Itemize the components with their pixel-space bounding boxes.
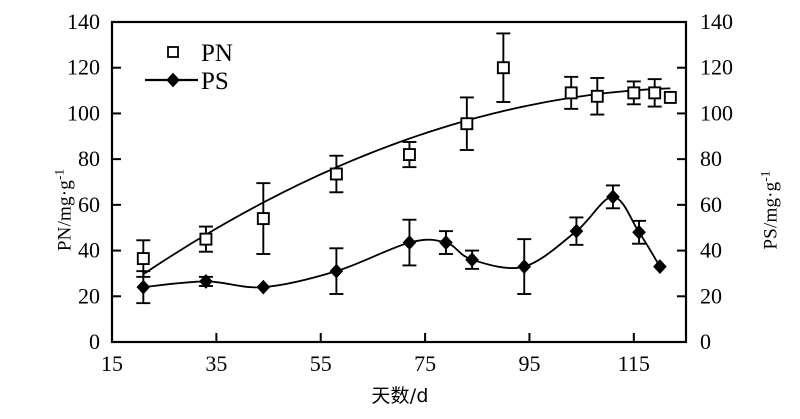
xtick-15: 15 xyxy=(101,351,123,376)
right-ytick-120: 120 xyxy=(700,55,733,80)
left-ytick-40: 40 xyxy=(78,238,100,263)
x-axis-label: 天数/d xyxy=(371,385,429,407)
left-axis-label-text: PN/mg·g xyxy=(54,180,76,252)
series-pn-curve xyxy=(142,87,671,275)
data-point-ps xyxy=(329,263,344,279)
series-pn-markers xyxy=(136,61,677,266)
right-axis-label: PS/mg·g-1 xyxy=(757,140,782,280)
series-ps-markers xyxy=(136,189,667,295)
data-point-ps xyxy=(402,235,417,250)
data-point-pn xyxy=(460,117,474,131)
left-ytick-20: 20 xyxy=(78,283,100,308)
x-axis-ticks xyxy=(215,333,635,342)
right-ytick-100: 100 xyxy=(700,100,733,125)
left-ytick-60: 60 xyxy=(78,192,100,217)
left-ytick-80: 80 xyxy=(78,146,100,171)
data-point-pn xyxy=(627,86,641,100)
data-point-pn xyxy=(136,252,150,266)
legend-label-ps: PS xyxy=(201,68,229,95)
left-ytick-140: 140 xyxy=(67,9,100,34)
right-ytick-0: 0 xyxy=(700,329,711,354)
left-axis-ticks xyxy=(112,66,121,298)
data-point-ps xyxy=(256,279,271,295)
data-point-pn xyxy=(648,86,662,100)
data-point-pn xyxy=(402,148,416,162)
right-axis-ticks xyxy=(677,66,686,298)
data-point-pn xyxy=(496,61,510,75)
right-ytick-60: 60 xyxy=(700,192,722,217)
data-point-pn xyxy=(590,89,604,103)
left-ytick-100: 100 xyxy=(67,100,100,125)
data-point-pn xyxy=(199,232,213,246)
data-point-pn xyxy=(329,167,343,181)
data-point-ps xyxy=(517,259,532,274)
right-axis-label-text: PS/mg·g xyxy=(760,181,782,250)
data-point-pn xyxy=(663,90,677,104)
right-axis-label-exponent: -1 xyxy=(757,170,773,182)
data-point-pn xyxy=(256,212,270,226)
left-axis-ticklabels: 0 20 40 60 80 100 120 140 xyxy=(67,9,100,354)
right-ytick-40: 40 xyxy=(700,238,722,263)
right-ytick-20: 20 xyxy=(700,283,722,308)
legend-marker-pn xyxy=(167,46,179,58)
data-point-ps xyxy=(653,259,667,274)
data-point-ps xyxy=(632,224,646,240)
data-point-ps xyxy=(465,252,479,268)
data-point-ps xyxy=(569,223,584,239)
legend-marker-ps xyxy=(166,72,180,88)
data-point-ps xyxy=(199,274,213,289)
right-ytick-80: 80 xyxy=(700,146,722,171)
xtick-95: 95 xyxy=(518,351,540,376)
legend-label-pn: PN xyxy=(201,40,233,67)
left-ytick-120: 120 xyxy=(67,55,100,80)
x-axis-ticklabels: 15 35 55 75 95 115 xyxy=(101,351,650,376)
xtick-115: 115 xyxy=(618,351,650,376)
data-point-ps xyxy=(439,235,453,250)
xtick-75: 75 xyxy=(414,351,436,376)
data-point-ps xyxy=(606,189,620,205)
right-ytick-140: 140 xyxy=(700,9,733,34)
data-point-pn xyxy=(564,86,578,100)
left-axis-label-exponent: -1 xyxy=(51,168,67,181)
xtick-55: 55 xyxy=(310,351,332,376)
data-point-ps xyxy=(136,279,151,295)
plot-frame xyxy=(110,20,688,344)
xtick-35: 35 xyxy=(205,351,227,376)
left-ytick-0: 0 xyxy=(89,329,100,354)
left-axis-label: PN/mg·g-1 xyxy=(51,140,76,280)
right-axis-ticklabels: 0 20 40 60 80 100 120 140 xyxy=(700,9,733,354)
